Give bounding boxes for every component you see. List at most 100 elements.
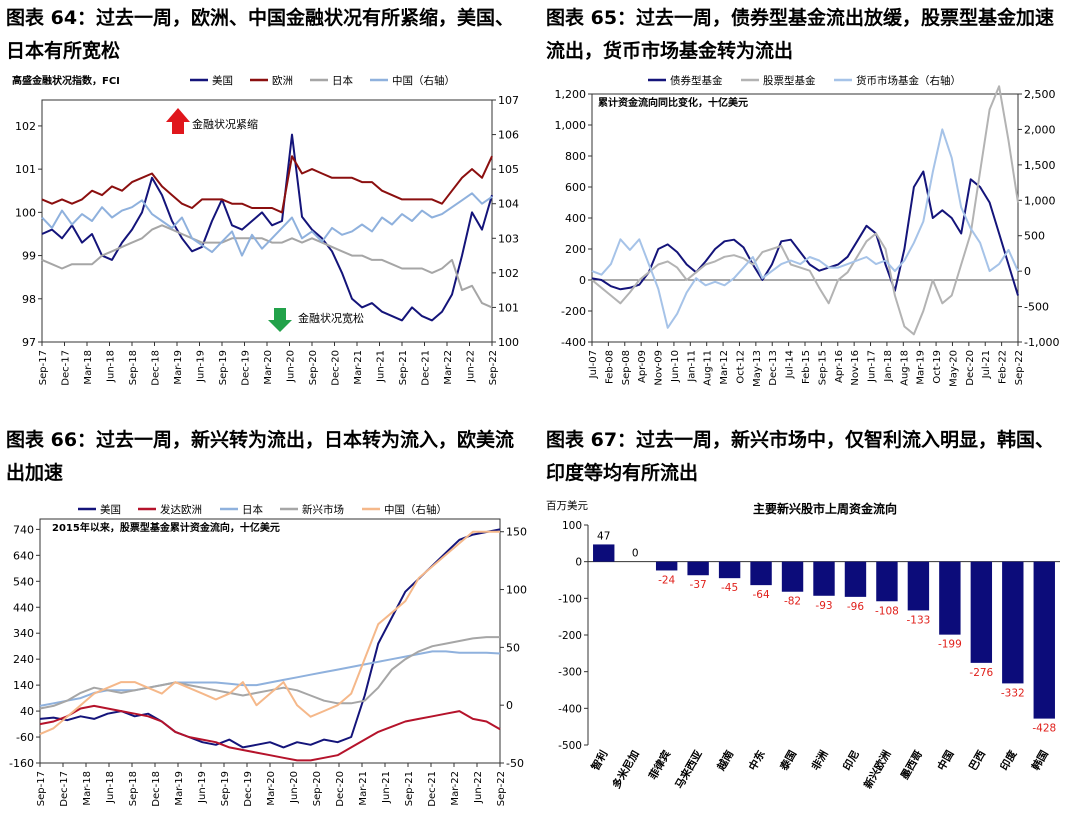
x-tick-label: Sep-22 [496,771,507,806]
y-left-tick-label: -400 [561,336,586,349]
y-left-tick-label: 240 [13,653,34,666]
bar-value-label: -24 [658,574,675,586]
x-tick-label: Mar-21 [353,350,364,385]
panel-fig66: 图表 66：过去一周，新兴转为流出，日本转为流入，欧美流出加速 -160 -60 4… [0,422,530,822]
x-tick-label: Sep-19 [218,350,229,385]
x-tick-label: Jun-20 [289,771,300,804]
x-tick-label: Sep-22 [488,350,499,385]
x-tick-label: Jun-22 [466,350,477,383]
x-tick-label: Jun-21 [381,771,392,804]
bar [781,561,804,592]
x-tick-label: Mar-22 [443,350,454,385]
x-tick-label: Oct-12 [735,350,746,384]
bar-value-label: -64 [752,589,769,601]
bar-value-label: -428 [1032,723,1056,735]
plot-frame [39,518,501,764]
y-left-tick-label: 0 [579,274,586,287]
x-tick-label: Mar-19 [174,771,185,806]
y-right-tick-label: 107 [498,94,519,107]
category-label: 智利 [588,748,610,774]
y-left-tick-label: 1,200 [555,88,587,101]
bar [907,561,930,611]
x-tick-label: Sep-19 [220,771,231,806]
x-tick-label: Oct-19 [932,350,943,384]
y-left-tick-label: 800 [565,150,586,163]
y-right-tick-label: 105 [498,163,519,176]
x-tick-label: Mar-19 [916,350,927,385]
x-tick-label: Dec-17 [59,771,70,807]
x-tick-label: Jul-07 [588,350,599,379]
y-tick-label: -300 [558,667,582,679]
y-left-tick-label: 740 [13,523,34,536]
x-tick-label: Mar-19 [173,350,184,385]
legend-label: 欧洲 [272,75,293,87]
y-right-tick-label: 102 [498,267,519,280]
x-tick-label: Sep-20 [312,771,323,806]
y-right-tick-label: 100 [498,336,519,349]
x-tick-label: May-20 [948,350,959,387]
y-tick-label: 0 [575,557,582,569]
series-line-欧洲 [41,155,493,214]
category-label: 中国 [935,748,957,773]
x-tick-label: Sep-17 [38,350,49,385]
y-right-tick-label: 150 [506,526,527,539]
y-tick-label: -100 [558,593,582,605]
x-tick-label: Jun-18 [105,771,116,804]
bar-value-label: -276 [969,667,993,679]
y-tick-label: -500 [558,740,582,752]
bar [687,561,709,576]
category-label: 印度 [998,748,1020,773]
y-left-tick-label: 101 [15,163,36,176]
x-tick-label: Sep-18 [128,771,139,806]
panel-fig65: 图表 65：过去一周，债券型基金流出放缓，股票型基金加速流出，货币市场基金转为流… [540,0,1070,400]
y-left-tick-label: -60 [16,731,34,744]
y-left-tick-label: 340 [13,627,34,640]
bar [718,561,741,579]
y-right-tick-label: 0 [1024,265,1031,278]
plot-frame [41,99,493,343]
category-label: 巴西 [967,748,988,773]
panel-title: 图表 67：过去一周，新兴市场中，仅智利流入明显，韩国、印度等均有所流出 [546,429,1055,484]
x-tick-label: Jun-10 [670,350,681,383]
panel-title: 图表 64：过去一周，欧洲、中国金融状况有所紧缩，美国、日本有所宽松 [6,7,515,62]
bar [813,561,835,596]
x-tick-label: Dec-19 [243,771,254,807]
bar-value-label: -82 [784,596,801,608]
x-tick-label: Dec-21 [427,771,438,807]
bar [750,561,772,586]
x-tick-label: Mar-12 [719,350,730,385]
x-tick-label: Jun-18 [106,350,117,383]
x-tick-label: Jan-18 [883,350,894,383]
bar-value-label: -199 [938,639,962,651]
x-tick-label: Sep-22 [1014,350,1025,385]
panel-title: 图表 65：过去一周，债券型基金流出放缓，股票型基金加速流出，货币市场基金转为流… [546,7,1055,62]
x-tick-label: Sep-21 [404,771,415,806]
series-line-货币市场基金（右轴） [591,128,1019,329]
y-right-tick-label: 100 [506,584,527,597]
chart-fig64: 97 98 99 100 101 102 100 101 102 103 104 105 106 107 S… [12,74,519,386]
y-tick-label: -400 [558,703,582,715]
series-line-美国 [39,528,501,749]
category-label: 非洲 [809,748,831,773]
bar-value-label: -37 [690,579,707,591]
panel-fig64: 图表 64：过去一周，欧洲、中国金融状况有所紧缩，美国、日本有所宽松 97 98 9… [0,0,530,400]
x-tick-label: Apr-09 [637,350,648,383]
inner-axis-label: 累计资金流向同比变化，十亿美元 [598,96,748,109]
x-tick-label: Sep-17 [36,771,47,806]
plot-frame [591,93,1019,343]
panel-title: 图表 66：过去一周，新兴转为流出，日本转为流入，欧美流出加速 [6,429,515,484]
chart-fig67: 百万美元 主要新兴股市上周资金流向 -500 -400 -300 -200 -100 0 100… [546,499,1060,791]
y-left-tick-label: -160 [9,757,34,770]
y-right-tick-label: 103 [498,232,519,245]
y-left-tick-label: 40 [20,705,34,718]
x-tick-label: Feb-22 [998,350,1009,384]
bar [1002,561,1024,684]
y-left-tick-label: 1,000 [555,119,587,132]
y-left-tick-label: 97 [22,336,36,349]
category-label: 韩国 [1029,748,1051,773]
y-left-tick-label: 540 [13,575,34,588]
x-tick-label: Aug-11 [703,350,714,386]
x-tick-label: Mar-18 [83,350,94,385]
legend-label: 中国（右轴） [384,503,447,516]
y-left-tick-label: 102 [15,120,36,133]
